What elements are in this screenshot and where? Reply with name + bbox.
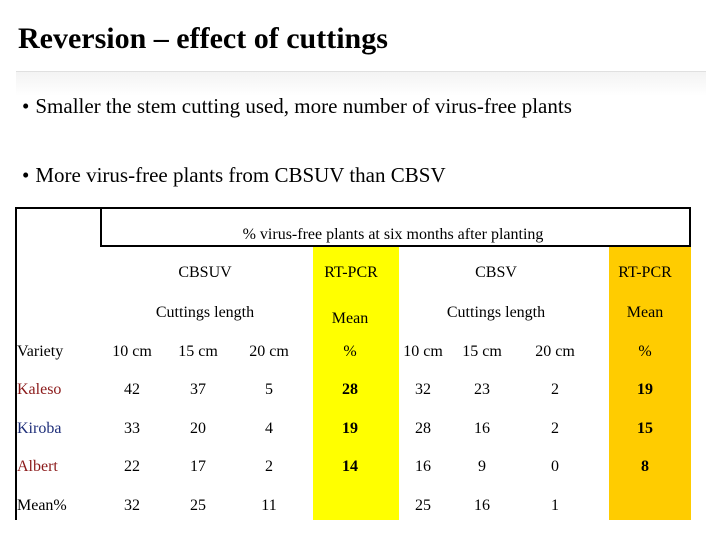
cbsuv-mean-header: Mean (331, 310, 369, 327)
table-cell: 4 (265, 420, 273, 437)
table-cell: 16 (474, 420, 490, 437)
cbsuv-rtpcr-header: RT-PCR (324, 264, 378, 281)
table-cell: 0 (551, 458, 559, 475)
cbsuv-size-header-3: 20 cm (249, 343, 289, 360)
bullet-text-1: Smaller the stem cutting used, more numb… (35, 94, 572, 118)
table-cell-mean: 15 (637, 420, 653, 437)
table-cell: 32 (124, 497, 140, 514)
table-cell: 28 (415, 420, 431, 437)
table-cell: 33 (124, 420, 140, 437)
variety-header: Variety (17, 343, 64, 360)
table-row-variety: Kaleso (17, 381, 62, 398)
table-cell: 5 (265, 381, 273, 398)
slide-title: Reversion – effect of cuttings (18, 22, 388, 55)
cbsv-size-header-3: 20 cm (535, 343, 575, 360)
table-cell-mean: 14 (342, 458, 358, 475)
cbsv-mean-header: Mean (626, 304, 664, 321)
table-cell: 16 (415, 458, 431, 475)
table-cell: 1 (551, 497, 559, 514)
table-top-border (15, 207, 691, 209)
table-cell-mean: 19 (637, 381, 653, 398)
cbsv-rtpcr-header: RT-PCR (618, 264, 672, 281)
cbsv-size-header-1: 10 cm (403, 343, 443, 360)
table-row-variety: Mean% (17, 497, 67, 514)
table-cell: 17 (190, 458, 206, 475)
bullet-glyph: • (22, 163, 30, 187)
table-cell-mean: 8 (641, 458, 649, 475)
table-row-variety: Kiroba (17, 420, 62, 437)
table-cell: 42 (124, 381, 140, 398)
table-cell: 9 (478, 458, 486, 475)
table-cell: 2 (265, 458, 273, 475)
table-row-variety: Albert (17, 458, 58, 475)
cbsv-pct-header: % (638, 343, 652, 360)
header-left-divider (100, 207, 102, 247)
table-cell: 23 (474, 381, 490, 398)
bullet-text-2: More virus-free plants from CBSUV than C… (35, 163, 446, 187)
cbsv-size-header-2: 15 cm (462, 343, 502, 360)
table-cell: 2 (551, 420, 559, 437)
cbsuv-pct-header: % (343, 343, 357, 360)
bullet-point-2: • More virus-free plants from CBSUV than … (22, 163, 446, 188)
table-cell-mean: 19 (342, 420, 358, 437)
cbsuv-header: CBSUV (178, 264, 232, 281)
table-right-border (689, 207, 691, 247)
table-cell: 25 (190, 497, 206, 514)
table-cell: 37 (190, 381, 206, 398)
bullet-glyph: • (22, 94, 30, 118)
title-divider (16, 71, 706, 96)
bullet-point-1: • Smaller the stem cutting used, more num… (22, 94, 572, 119)
table-cell: 20 (190, 420, 206, 437)
table-cell: 16 (474, 497, 490, 514)
table-cell: 25 (415, 497, 431, 514)
cbsv-mean-column (609, 247, 691, 520)
table-left-border (15, 207, 17, 520)
table-cell: 22 (124, 458, 140, 475)
table-cell: 2 (551, 381, 559, 398)
cbsuv-mean-column (313, 247, 399, 520)
table-cell: 32 (415, 381, 431, 398)
caption-underline (100, 245, 691, 247)
table-cell: 11 (261, 497, 277, 514)
results-table: % virus-free plants at six months after … (15, 207, 691, 520)
cbsuv-size-header-1: 10 cm (112, 343, 152, 360)
cbsv-header: CBSV (475, 264, 517, 281)
cbsuv-size-header-2: 15 cm (178, 343, 218, 360)
table-caption: % virus-free plants at six months after … (242, 226, 544, 243)
cbsuv-cuttings-header: Cuttings length (155, 304, 255, 321)
cbsv-cuttings-header: Cuttings length (446, 304, 546, 321)
table-cell-mean: 28 (342, 381, 358, 398)
